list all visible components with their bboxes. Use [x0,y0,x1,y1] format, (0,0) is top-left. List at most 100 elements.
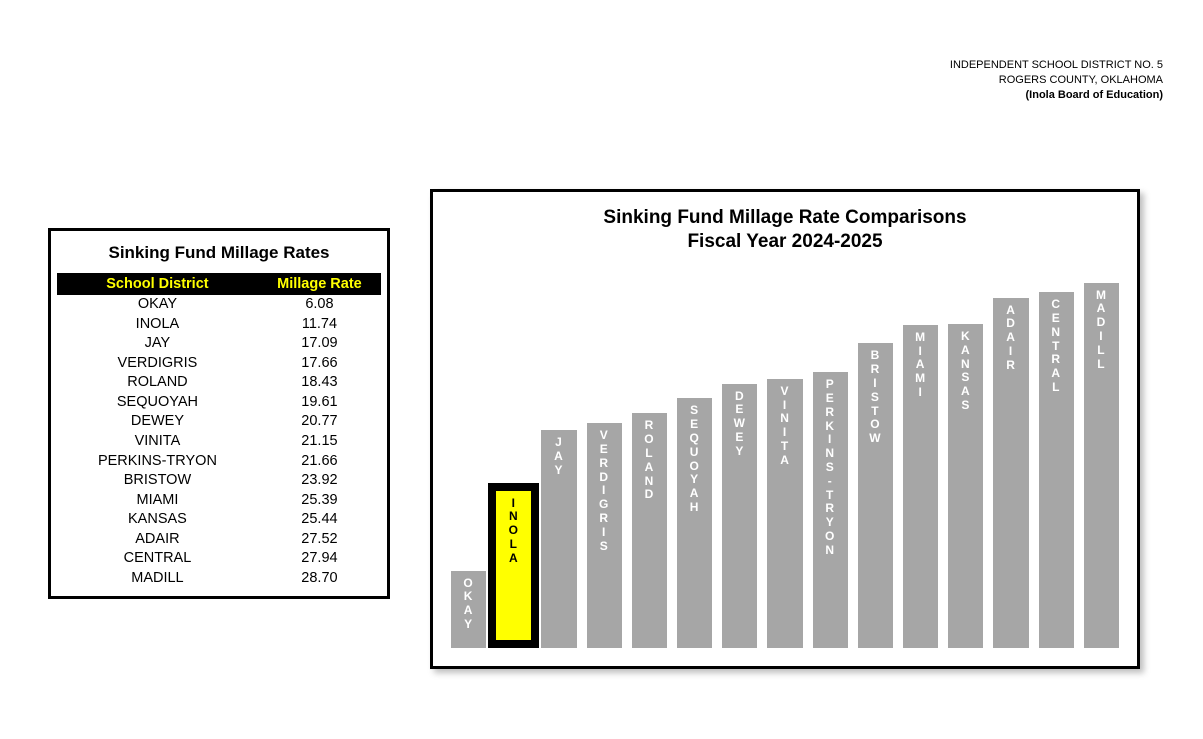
bar-column: MADILL [1084,266,1119,648]
district-cell: ROLAND [57,373,258,393]
bar-label: ADAIR [993,304,1028,373]
table-row: PERKINS-TRYON21.66 [57,452,381,472]
table-row: MADILL28.70 [57,569,381,589]
millage-table: School District Millage Rate OKAY6.08INO… [57,273,381,588]
bar-column: VERDIGRIS [587,266,622,648]
district-cell: CENTRAL [57,549,258,569]
district-cell: VERDIGRIS [57,354,258,374]
bar-label: INOLA [496,497,531,566]
bar-column: ROLAND [632,266,667,648]
bar-label: VERDIGRIS [587,429,622,553]
bar-label: JAY [541,436,576,477]
district-cell: PERKINS-TRYON [57,452,258,472]
bar: SEQUOYAH [677,398,712,648]
bar: VERDIGRIS [587,423,622,648]
bar-column: INOLA [496,266,531,648]
table-row: VINITA21.15 [57,432,381,452]
bar-label: OKAY [451,577,486,632]
rate-cell: 27.94 [258,549,381,569]
chart-title-line-1: Sinking Fund Millage Rate Comparisons [603,207,966,228]
chart-title: Sinking Fund Millage Rate Comparisons Fi… [433,206,1137,254]
district-cell: INOLA [57,315,258,335]
district-cell: OKAY [57,295,258,315]
rate-cell: 19.61 [258,393,381,413]
table-row: OKAY6.08 [57,295,381,315]
rate-cell: 21.15 [258,432,381,452]
bar: CENTRAL [1039,292,1074,648]
rate-cell: 6.08 [258,295,381,315]
district-cell: BRISTOW [57,471,258,491]
bar-label: ROLAND [632,419,667,502]
rate-cell: 28.70 [258,569,381,589]
bar-label: PERKINS-TRYON [813,378,848,557]
bar: KANSAS [948,324,983,648]
district-cell: JAY [57,334,258,354]
bar: MADILL [1084,283,1119,648]
rate-cell: 25.44 [258,510,381,530]
bar: ADAIR [993,298,1028,648]
millage-table-body: OKAY6.08INOLA11.74JAY17.09VERDIGRIS17.66… [57,295,381,588]
bar: PERKINS-TRYON [813,372,848,648]
table-row: JAY17.09 [57,334,381,354]
bar-label: VINITA [767,385,802,468]
rate-cell: 20.77 [258,412,381,432]
header-line-2: ROGERS COUNTY, OKLAHOMA [950,73,1163,88]
col-header-district: School District [57,273,258,295]
bar-column: SEQUOYAH [677,266,712,648]
district-cell: KANSAS [57,510,258,530]
bar: JAY [541,430,576,648]
rate-cell: 18.43 [258,373,381,393]
bar-column: MIAMI [903,266,938,648]
bar: OKAY [451,571,486,648]
bar-label: BRISTOW [858,349,893,446]
millage-table-panel: Sinking Fund Millage Rates School Distri… [48,228,390,599]
district-cell: SEQUOYAH [57,393,258,413]
bar-column: ADAIR [993,266,1028,648]
rate-cell: 17.66 [258,354,381,374]
col-header-rate: Millage Rate [258,273,381,295]
bar-column: PERKINS-TRYON [813,266,848,648]
bar-column: OKAY [451,266,486,648]
bar-column: JAY [541,266,576,648]
table-row: VERDIGRIS17.66 [57,354,381,374]
bar-highlight: INOLA [488,483,539,648]
rate-cell: 25.39 [258,491,381,511]
district-cell: ADAIR [57,530,258,550]
bar: MIAMI [903,325,938,648]
table-row: SEQUOYAH19.61 [57,393,381,413]
chart-title-line-2: Fiscal Year 2024-2025 [687,231,882,252]
table-row: ADAIR27.52 [57,530,381,550]
table-row: MIAMI25.39 [57,491,381,511]
header-line-3: (Inola Board of Education) [950,88,1163,103]
bar-label: DEWEY [722,390,757,459]
bar-column: DEWEY [722,266,757,648]
bar-column: VINITA [767,266,802,648]
doc-header: INDEPENDENT SCHOOL DISTRICT NO. 5 ROGERS… [950,58,1163,103]
bar-label: CENTRAL [1039,298,1074,395]
table-row: BRISTOW23.92 [57,471,381,491]
district-cell: DEWEY [57,412,258,432]
bar: VINITA [767,379,802,648]
bar-label: SEQUOYAH [677,404,712,514]
chart-plot-area: OKAY INOLA JAY VERDIGRIS ROLAND SEQUOYAH DEWEY… [451,266,1119,648]
district-cell: MADILL [57,569,258,589]
bar-column: KANSAS [948,266,983,648]
bar-column: CENTRAL [1039,266,1074,648]
table-row: CENTRAL27.94 [57,549,381,569]
district-cell: VINITA [57,432,258,452]
table-row: INOLA11.74 [57,315,381,335]
bar: BRISTOW [858,343,893,648]
bar-label: MADILL [1084,289,1119,372]
bar-column: BRISTOW [858,266,893,648]
rate-cell: 17.09 [258,334,381,354]
bar: ROLAND [632,413,667,648]
bar: DEWEY [722,384,757,648]
header-line-1: INDEPENDENT SCHOOL DISTRICT NO. 5 [950,58,1163,73]
millage-chart-panel: Sinking Fund Millage Rate Comparisons Fi… [430,189,1140,669]
rate-cell: 27.52 [258,530,381,550]
table-row: KANSAS25.44 [57,510,381,530]
district-cell: MIAMI [57,491,258,511]
bar-label: KANSAS [948,330,983,413]
rate-cell: 23.92 [258,471,381,491]
rate-cell: 11.74 [258,315,381,335]
